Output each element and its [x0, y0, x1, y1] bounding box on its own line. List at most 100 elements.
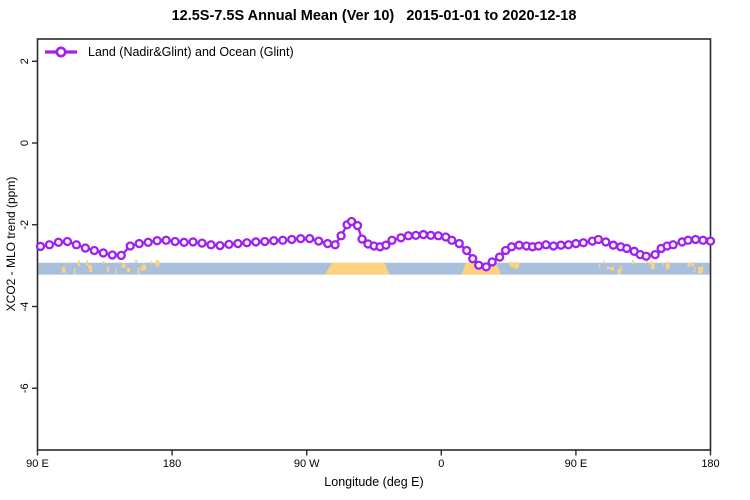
y-axis-label: XCO2 - MLO trend (ppm) — [4, 176, 18, 312]
land-speckle — [135, 259, 138, 264]
land-speckle — [73, 268, 76, 275]
data-point-marker — [89, 245, 99, 256]
x-tick-label: 180 — [701, 458, 719, 470]
land-speckle — [617, 268, 621, 275]
data-point-marker — [251, 237, 261, 247]
x-tick-label: 90 E — [26, 458, 49, 470]
data-point-marker — [80, 243, 91, 253]
legend-label: Land (Nadir&Glint) and Ocean (Glint) — [88, 45, 294, 59]
legend: Land (Nadir&Glint) and Ocean (Glint) — [43, 45, 294, 59]
data-point-marker — [116, 250, 126, 261]
data-point-marker — [668, 240, 678, 250]
data-point-marker — [71, 240, 82, 250]
data-point-marker — [494, 252, 505, 262]
data-point-marker — [548, 241, 559, 251]
y-tick-label: 2 — [19, 58, 31, 64]
data-point-marker — [322, 238, 333, 249]
data-point-marker — [314, 236, 324, 246]
land-speckle — [620, 265, 622, 272]
legend-marker-icon — [45, 46, 77, 58]
data-point-marker — [197, 238, 207, 248]
data-point-marker — [330, 240, 340, 250]
data-point-marker — [396, 233, 406, 243]
data-point-marker — [98, 248, 108, 258]
data-point-marker — [233, 238, 243, 249]
data-point-marker — [336, 231, 346, 241]
data-point-marker — [161, 235, 171, 245]
land-speckle — [150, 260, 153, 265]
data-point-marker — [533, 241, 544, 251]
data-point-marker — [418, 229, 429, 240]
land-speckle — [137, 267, 140, 275]
data-point-marker — [474, 260, 484, 270]
x-axis-label: Longitude (deg E) — [324, 475, 424, 489]
land-speckle — [650, 263, 655, 269]
data-point-marker — [134, 238, 144, 249]
data-point-marker — [454, 238, 464, 249]
data-point-marker — [411, 230, 421, 241]
data-point-marker — [690, 234, 701, 245]
data-point-marker — [35, 241, 46, 252]
data-point-marker — [698, 235, 708, 245]
land-speckle — [687, 263, 691, 267]
land-speckle — [119, 261, 121, 264]
land-speckle — [515, 262, 520, 268]
land-speckle — [701, 266, 704, 273]
data-point-marker — [541, 240, 551, 250]
data-point-marker — [514, 240, 524, 250]
data-point-marker — [143, 237, 153, 247]
land-speckle — [646, 259, 648, 263]
data-point-marker — [107, 250, 117, 260]
data-point-marker — [578, 238, 589, 248]
data-point-marker — [608, 240, 618, 250]
data-point-marker — [305, 233, 315, 244]
data-point-marker — [224, 239, 234, 250]
data-point-marker — [287, 234, 297, 245]
data-point-marker — [170, 236, 180, 247]
x-tick-label: 90 W — [294, 458, 320, 470]
y-tick-label: 0 — [19, 140, 31, 146]
data-point-marker — [260, 236, 270, 247]
land-speckle — [510, 262, 515, 268]
land-speckle — [142, 264, 147, 270]
land-speckle — [156, 260, 160, 267]
data-point-marker — [357, 234, 367, 244]
y-tick-label: -2 — [19, 220, 31, 230]
legend-circle — [55, 46, 67, 58]
land-speckle — [698, 267, 702, 274]
land-speckle — [89, 266, 93, 273]
data-point-marker — [179, 237, 189, 247]
data-point-marker — [125, 241, 135, 251]
data-point-marker — [215, 240, 225, 251]
data-point-marker — [269, 236, 279, 246]
data-point-marker — [53, 237, 64, 247]
land-speckle — [602, 260, 605, 264]
data-point-marker — [601, 237, 611, 247]
land-speckle — [694, 267, 696, 273]
data-point-marker — [433, 231, 443, 241]
data-point-marker — [152, 236, 162, 246]
land-speckle — [631, 260, 635, 265]
land-speckle — [649, 261, 653, 265]
data-point-marker — [278, 235, 288, 245]
land-speckle — [667, 261, 670, 268]
data-point-marker — [447, 235, 457, 245]
land-speckle — [509, 261, 512, 266]
data-point-marker — [683, 235, 693, 245]
land-speckle — [611, 266, 614, 271]
data-point-marker — [622, 243, 632, 254]
land-speckle — [61, 267, 66, 273]
y-tick-label: -4 — [19, 302, 31, 312]
data-point-marker — [242, 238, 252, 248]
data-point-marker — [563, 240, 574, 250]
data-point-marker — [468, 254, 478, 264]
data-point-marker — [387, 235, 397, 245]
x-tick-label: 0 — [438, 458, 444, 470]
land-speckle — [65, 262, 67, 265]
data-point-marker — [641, 251, 651, 261]
data-point-marker — [481, 262, 491, 272]
data-point-marker — [705, 236, 716, 246]
data-point-marker — [188, 237, 198, 247]
